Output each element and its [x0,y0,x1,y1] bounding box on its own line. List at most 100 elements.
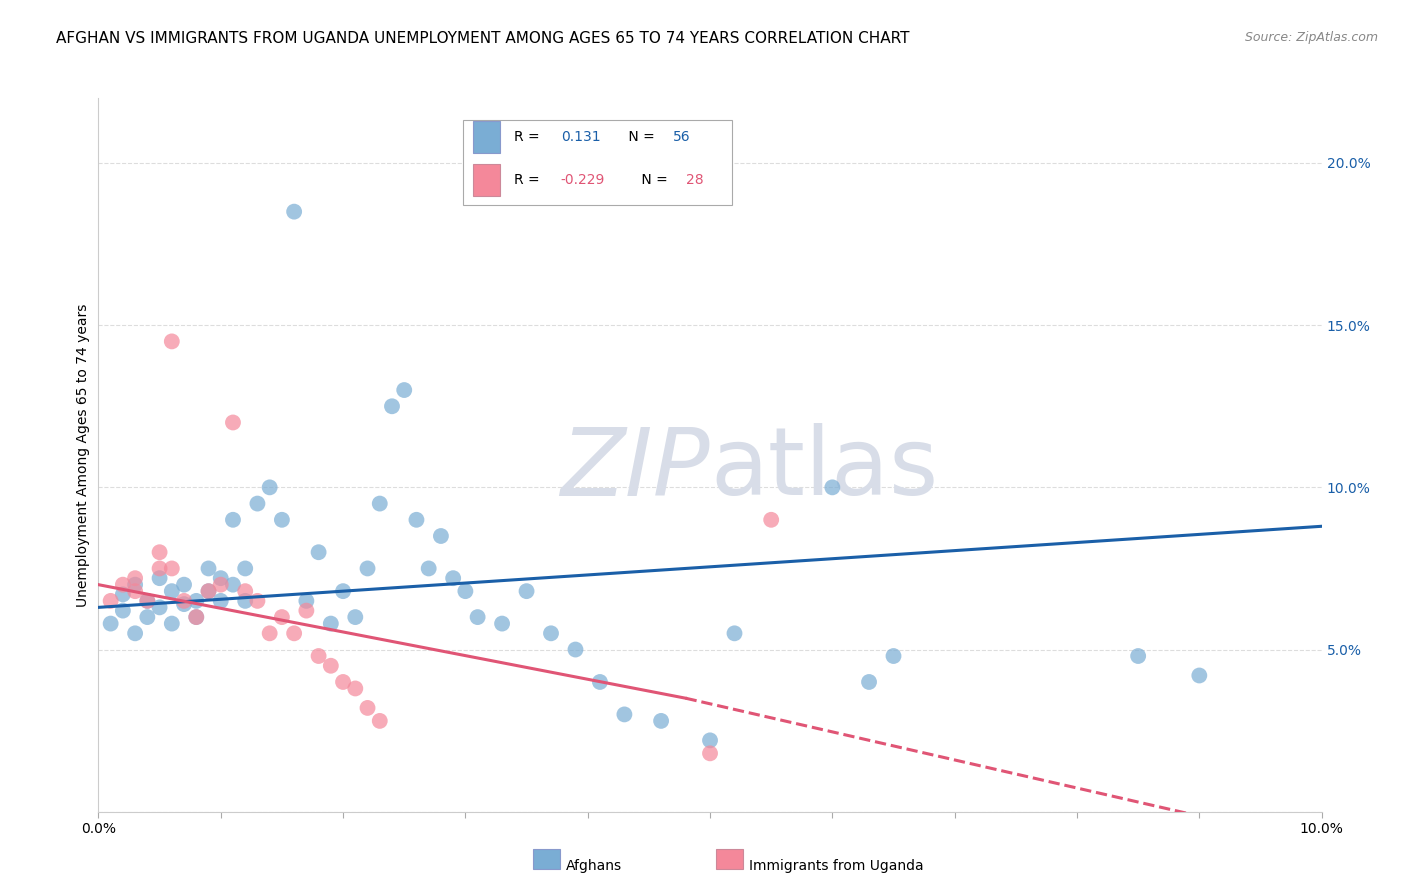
Point [295,604,318,618]
Point [699,747,721,761]
Point [308,545,330,559]
Point [344,610,367,624]
Point [467,610,489,624]
Point [332,584,354,599]
Point [160,561,183,575]
Text: Source: ZipAtlas.com: Source: ZipAtlas.com [1244,31,1378,45]
Text: -0.229: -0.229 [561,173,605,187]
Point [613,707,636,722]
Point [418,561,440,575]
Point [759,513,782,527]
Bar [716,849,742,869]
Point [589,675,612,690]
Point [111,577,134,591]
Point [454,584,477,599]
Point [222,416,245,430]
Point [1188,668,1211,682]
Point [283,204,305,219]
Text: N =: N = [624,130,659,145]
Point [136,594,159,608]
Point [246,594,269,608]
Point [319,658,342,673]
Point [124,626,146,640]
Point [149,600,172,615]
Point [149,561,172,575]
Point [100,594,122,608]
Point [173,577,195,591]
Point [259,480,281,494]
Point [209,577,232,591]
Point [723,626,745,640]
Point [124,577,146,591]
Point [173,594,195,608]
Text: R =: R = [515,173,544,187]
Point [209,571,232,585]
Point [209,594,232,608]
Text: 28: 28 [686,173,703,187]
Point [270,610,292,624]
Point [368,714,391,728]
Bar [472,121,499,153]
Point [699,733,721,747]
Text: ZIP: ZIP [561,424,710,515]
Point [491,616,513,631]
Text: 56: 56 [673,130,690,145]
Point [197,584,219,599]
Point [516,584,538,599]
Point [430,529,453,543]
Point [441,571,464,585]
Bar [533,849,560,869]
Point [270,513,292,527]
Point [821,480,844,494]
Point [246,497,269,511]
Point [186,610,208,624]
Point [222,513,245,527]
Text: AFGHAN VS IMMIGRANTS FROM UGANDA UNEMPLOYMENT AMONG AGES 65 TO 74 YEARS CORRELAT: AFGHAN VS IMMIGRANTS FROM UGANDA UNEMPLO… [56,31,910,46]
Point [332,675,354,690]
Point [160,334,183,349]
Point [368,497,391,511]
Text: 0.131: 0.131 [561,130,600,145]
Point [124,571,146,585]
Bar [472,164,499,196]
Point [858,675,880,690]
Point [136,610,159,624]
Point [295,594,318,608]
Point [149,571,172,585]
Point [564,642,586,657]
Point [540,626,562,640]
Point [100,616,122,631]
Point [233,584,256,599]
Point [222,577,245,591]
Point [160,616,183,631]
Point [173,597,195,611]
Point [233,594,256,608]
Text: Immigrants from Uganda: Immigrants from Uganda [749,859,924,872]
Point [356,561,378,575]
Point [356,701,378,715]
Point [136,594,159,608]
Point [111,587,134,601]
Point [259,626,281,640]
Point [308,648,330,663]
Text: R =: R = [515,130,544,145]
FancyBboxPatch shape [463,120,733,205]
Point [149,545,172,559]
Point [405,513,427,527]
Point [381,399,404,413]
Point [233,561,256,575]
Y-axis label: Unemployment Among Ages 65 to 74 years: Unemployment Among Ages 65 to 74 years [76,303,90,607]
Point [186,594,208,608]
Point [160,584,183,599]
Point [319,616,342,631]
Point [283,626,305,640]
Text: N =: N = [637,173,672,187]
Point [197,561,219,575]
Point [883,648,905,663]
Point [344,681,367,696]
Text: Afghans: Afghans [565,859,621,872]
Point [186,610,208,624]
Point [124,584,146,599]
Text: atlas: atlas [710,423,938,516]
Point [392,383,416,397]
